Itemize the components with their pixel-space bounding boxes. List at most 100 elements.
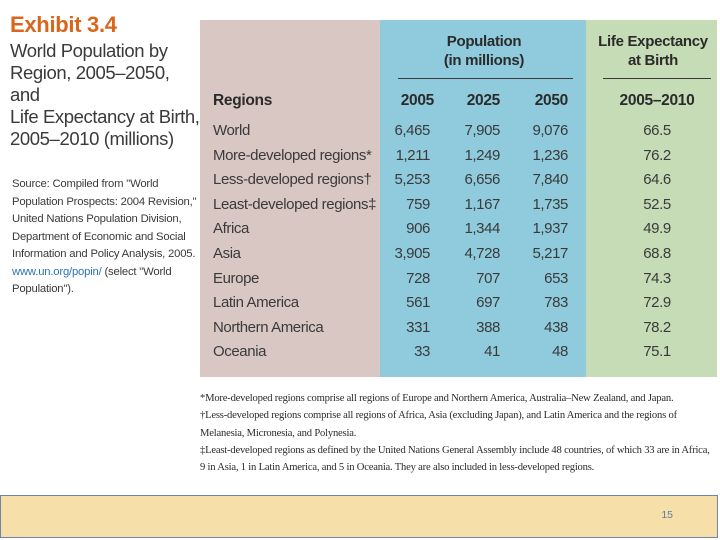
value-2005-cell: 33 [414, 343, 430, 361]
life-header-rule [603, 78, 711, 79]
value-2050-cell: 783 [544, 294, 568, 312]
table-row: Least-developed regions‡ 759 1,167 1,735 52.… [200, 194, 717, 219]
table-row: Less-developed regions† 5,253 6,656 7,840 64… [200, 169, 717, 194]
exhibit-title-line: World Population by [10, 40, 168, 61]
table-row: More-developed regions* 1,211 1,249 1,236 76… [200, 145, 717, 170]
exhibit-title-line: Life Expectancy at Birth, [10, 106, 200, 127]
value-2005-cell: 5,253 [394, 171, 430, 189]
table-row: Oceania 33 41 48 75.1 [200, 341, 717, 366]
source-line-with-link: www.un.org/popin/ (select "World [12, 264, 198, 282]
value-2050-cell: 5,217 [532, 244, 568, 262]
value-2025-cell: 697 [476, 294, 500, 312]
exhibit-source: Source: Compiled from "World Population … [12, 176, 198, 299]
life-expectancy-group-header: Life Expectancy at Birth [598, 32, 708, 70]
source-line: Source: Compiled from "World [12, 178, 159, 190]
life-expectancy-cell: 64.6 [643, 171, 671, 189]
region-cell: More-developed regions* [213, 146, 372, 164]
value-2025-cell: 1,249 [464, 146, 500, 164]
value-2050-cell: 1,937 [532, 220, 568, 238]
population-column-band [380, 20, 586, 377]
life-expectancy-cell: 52.5 [643, 195, 671, 213]
population-group-header: Population (in millions) [398, 32, 570, 70]
population-table: Population (in millions) Life Expectancy… [200, 20, 717, 377]
page-number: 15 [661, 509, 673, 521]
life-expectancy-cell: 78.2 [643, 318, 671, 336]
region-cell: Africa [213, 220, 249, 238]
table-row: Northern America 331 388 438 78.2 [200, 317, 717, 342]
exhibit-title-line: 2005–2010 (millions) [10, 128, 174, 149]
region-cell: Europe [213, 269, 259, 287]
column-header-regions: Regions [213, 92, 273, 109]
footnote-less-developed-cont: Melanesia, Micronesia, and Polynesia. [200, 427, 357, 439]
value-2050-cell: 1,236 [532, 146, 568, 164]
value-2025-cell: 41 [484, 343, 500, 361]
source-line: United Nations Population Division, [12, 213, 182, 225]
column-header-2025: 2025 [466, 92, 501, 109]
value-2005-cell: 906 [406, 220, 430, 238]
table-body: World 6,465 7,905 9,076 66.5 More-developed r… [200, 120, 717, 366]
life-expectancy-cell: 66.5 [643, 122, 671, 139]
regions-column-band [200, 20, 380, 377]
footnote-less-developed: †Less-developed regions comprise all reg… [200, 410, 677, 422]
table-row: Asia 3,905 4,728 5,217 68.8 [200, 243, 717, 268]
value-2005-cell: 728 [406, 269, 430, 287]
life-expectancy-cell: 75.1 [643, 343, 671, 361]
source-link[interactable]: www.un.org/popin/ [12, 265, 102, 278]
population-header-line: (in millions) [443, 52, 525, 69]
value-2050-cell: 48 [552, 343, 568, 361]
value-2025-cell: 4,728 [464, 244, 500, 262]
life-expectancy-cell: 68.8 [643, 244, 671, 262]
value-2025-cell: 1,167 [464, 195, 500, 213]
life-expectancy-column-band [586, 20, 717, 377]
value-2025-cell: 707 [476, 269, 500, 287]
value-2050-cell: 9,076 [532, 122, 568, 139]
footnote-least-developed: ‡Least-developed regions as defined by t… [200, 444, 710, 456]
column-header-2050: 2050 [534, 92, 569, 109]
exhibit-caption: Exhibit 3.4 World Population by Region, … [10, 12, 200, 150]
value-2025-cell: 7,905 [464, 122, 500, 139]
value-2025-cell: 6,656 [464, 171, 500, 189]
source-line: Department of Economic and Social [12, 230, 186, 243]
table-row: Africa 906 1,344 1,937 49.9 [200, 218, 717, 243]
value-2050-cell: 438 [544, 318, 568, 336]
population-header-line: Population [446, 33, 522, 50]
value-2005-cell: 3,905 [394, 244, 430, 262]
exhibit-title-line: Region, 2005–2050, and [10, 62, 170, 105]
life-expectancy-cell: 49.9 [643, 220, 671, 238]
population-header-rule [398, 78, 573, 79]
source-line: Population Prospects: 2004 Revision," [12, 195, 197, 208]
region-cell: Asia [213, 244, 241, 262]
exhibit-number: Exhibit 3.4 [10, 12, 117, 37]
table-row: Europe 728 707 653 74.3 [200, 268, 717, 293]
region-cell: Less-developed regions† [213, 171, 372, 189]
region-cell: Northern America [213, 318, 324, 336]
life-expectancy-cell: 72.9 [643, 294, 671, 312]
value-2050-cell: 1,735 [532, 195, 568, 213]
value-2025-cell: 1,344 [464, 220, 500, 238]
life-expectancy-cell: 76.2 [643, 146, 671, 164]
table-row: Latin America 561 697 783 72.9 [200, 292, 717, 317]
value-2005-cell: 561 [406, 294, 430, 312]
region-cell: Least-developed regions‡ [213, 195, 377, 213]
source-line: Information and Policy Analysis, 2005. [12, 248, 196, 260]
value-2005-cell: 6,465 [394, 122, 430, 139]
life-expectancy-cell: 74.3 [643, 269, 671, 287]
region-cell: Oceania [213, 343, 267, 361]
footnote-more-developed: *More-developed regions comprise all reg… [200, 393, 674, 404]
life-header-line: Life Expectancy [598, 33, 708, 50]
source-line: Population"). [12, 283, 74, 295]
slide-footer-bar: 15 [0, 495, 718, 538]
value-2005-cell: 1,211 [395, 146, 431, 164]
region-cell: Latin America [213, 294, 299, 312]
value-2025-cell: 388 [476, 318, 500, 336]
footnotes: *More-developed regions comprise all reg… [200, 390, 710, 476]
column-header-life-expectancy: 2005–2010 [619, 92, 695, 109]
region-cell: World [213, 122, 250, 139]
footnote-least-developed-cont: 9 in Asia, 1 in Latin America, and 5 in … [200, 462, 595, 474]
column-header-2005: 2005 [400, 92, 435, 109]
value-2050-cell: 7,840 [532, 171, 568, 189]
source-line: (select "World [104, 265, 172, 278]
value-2050-cell: 653 [544, 269, 568, 287]
table-row: World 6,465 7,905 9,076 66.5 [200, 120, 717, 145]
